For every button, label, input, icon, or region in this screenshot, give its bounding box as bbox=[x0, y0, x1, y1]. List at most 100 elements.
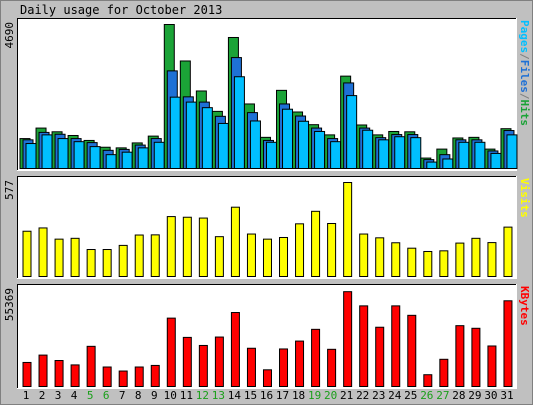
x-tick-label-day-24: 24 bbox=[388, 389, 402, 402]
x-tick-label-day-9: 9 bbox=[151, 389, 158, 402]
bars-visits bbox=[22, 182, 513, 278]
bar-pages-day-13 bbox=[217, 122, 229, 169]
legend-kbytes: KBytes bbox=[518, 286, 531, 326]
bar-visits-day-14 bbox=[230, 206, 240, 277]
x-tick-label-day-10: 10 bbox=[164, 389, 177, 402]
chart-title: Daily usage for October 2013 bbox=[20, 3, 222, 17]
bar-kbytes-day-7 bbox=[118, 370, 128, 387]
bar-visits-day-2 bbox=[38, 227, 48, 277]
bar-pages-day-10 bbox=[169, 96, 181, 169]
y-max-label: 55369 bbox=[3, 288, 16, 321]
bar-pages-day-6 bbox=[105, 154, 117, 169]
bar-visits-day-30 bbox=[487, 242, 497, 277]
legend-visits: Visits bbox=[518, 178, 531, 218]
bar-kbytes-day-14 bbox=[230, 312, 240, 387]
bar-kbytes-day-10 bbox=[166, 317, 176, 387]
bar-pages-day-2 bbox=[41, 134, 53, 170]
x-tick-label-day-25: 25 bbox=[404, 389, 417, 402]
bar-kbytes-day-12 bbox=[198, 344, 208, 387]
legend-entry: Visits bbox=[518, 178, 531, 218]
bar-pages-day-25 bbox=[410, 137, 422, 170]
bar-visits-day-28 bbox=[455, 242, 465, 277]
bar-pages-day-1 bbox=[25, 143, 37, 169]
x-tick-label-day-13: 13 bbox=[212, 389, 225, 402]
bar-kbytes-day-13 bbox=[214, 336, 224, 387]
x-tick-label-day-7: 7 bbox=[119, 389, 126, 402]
bar-kbytes-day-30 bbox=[487, 345, 497, 387]
bar-pages-day-29 bbox=[474, 141, 486, 170]
bar-kbytes-day-17 bbox=[279, 348, 289, 388]
x-tick-label-day-26: 26 bbox=[420, 389, 433, 402]
bar-pages-day-8 bbox=[137, 147, 149, 170]
bar-kbytes-day-31 bbox=[503, 300, 513, 387]
x-tick-label-day-18: 18 bbox=[292, 389, 305, 402]
bar-visits-day-24 bbox=[391, 242, 401, 277]
panel-visits: 577 Visits bbox=[3, 176, 531, 279]
bar-kbytes-day-29 bbox=[471, 327, 481, 387]
bar-kbytes-day-28 bbox=[455, 325, 465, 388]
bar-pages-day-20 bbox=[330, 141, 342, 169]
bar-visits-day-9 bbox=[150, 234, 160, 278]
bar-visits-day-18 bbox=[295, 223, 305, 277]
bar-pages-day-30 bbox=[490, 152, 502, 170]
y-max-label: 4690 bbox=[3, 22, 16, 49]
bar-pages-day-7 bbox=[121, 151, 133, 170]
bar-pages-day-27 bbox=[442, 158, 454, 169]
bar-visits-day-26 bbox=[423, 250, 433, 277]
x-tick-label-day-2: 2 bbox=[39, 389, 46, 402]
bar-visits-day-19 bbox=[311, 210, 321, 277]
x-tick-label-day-1: 1 bbox=[23, 389, 30, 402]
bar-visits-day-10 bbox=[166, 216, 176, 277]
x-tick-label-day-28: 28 bbox=[452, 389, 465, 402]
x-tick-label-day-14: 14 bbox=[228, 389, 242, 402]
x-tick-label-day-22: 22 bbox=[356, 389, 369, 402]
bar-pages-day-24 bbox=[394, 136, 406, 170]
bar-pages-day-22 bbox=[362, 129, 374, 170]
bar-kbytes-day-5 bbox=[86, 345, 96, 387]
bar-kbytes-day-20 bbox=[327, 348, 337, 388]
bar-visits-day-31 bbox=[503, 226, 513, 277]
bar-visits-day-22 bbox=[359, 233, 369, 278]
x-tick-label-day-31: 31 bbox=[500, 389, 513, 402]
bar-kbytes-day-25 bbox=[407, 314, 417, 387]
bar-kbytes-day-4 bbox=[70, 364, 80, 388]
bar-visits-day-29 bbox=[471, 237, 481, 277]
bar-pages-day-5 bbox=[89, 146, 101, 170]
bar-pages-day-11 bbox=[185, 101, 197, 169]
legend-hits-files-pages: Pages/Files/Hits bbox=[518, 20, 531, 126]
bar-kbytes-day-15 bbox=[246, 347, 256, 387]
bar-visits-day-6 bbox=[102, 249, 112, 277]
bar-kbytes-day-19 bbox=[311, 328, 321, 388]
bar-kbytes-day-11 bbox=[182, 336, 192, 387]
bar-kbytes-day-18 bbox=[295, 340, 305, 387]
x-tick-label-day-16: 16 bbox=[260, 389, 273, 402]
bar-kbytes-day-6 bbox=[102, 366, 112, 387]
x-tick-label-day-29: 29 bbox=[468, 389, 481, 402]
x-tick-label-day-11: 11 bbox=[180, 389, 193, 402]
bar-visits-day-8 bbox=[134, 234, 144, 278]
bar-visits-day-20 bbox=[327, 222, 337, 278]
x-tick-label-day-5: 5 bbox=[87, 389, 94, 402]
x-tick-label-day-23: 23 bbox=[372, 389, 385, 402]
x-tick-label-day-6: 6 bbox=[103, 389, 110, 402]
bar-pages-day-23 bbox=[378, 139, 390, 169]
legend-entry: KBytes bbox=[518, 286, 531, 326]
bar-kbytes-day-24 bbox=[391, 305, 401, 388]
bar-pages-day-12 bbox=[201, 107, 213, 169]
bar-visits-day-17 bbox=[279, 236, 289, 277]
bars-kbytes bbox=[22, 291, 513, 388]
x-tick-label-day-21: 21 bbox=[340, 389, 353, 402]
legend-entry: / bbox=[518, 93, 531, 100]
bar-kbytes-day-2 bbox=[38, 354, 48, 388]
x-tick-label-day-30: 30 bbox=[484, 389, 497, 402]
bar-visits-day-25 bbox=[407, 247, 417, 277]
bar-visits-day-12 bbox=[198, 217, 208, 278]
x-tick-label-day-8: 8 bbox=[135, 389, 142, 402]
panel-kbytes: 55369 KBytes bbox=[3, 284, 531, 389]
bar-pages-day-21 bbox=[346, 95, 358, 169]
bar-pages-day-18 bbox=[298, 120, 310, 169]
bar-kbytes-day-3 bbox=[54, 360, 64, 387]
bars-hits-files-pages bbox=[19, 24, 518, 170]
